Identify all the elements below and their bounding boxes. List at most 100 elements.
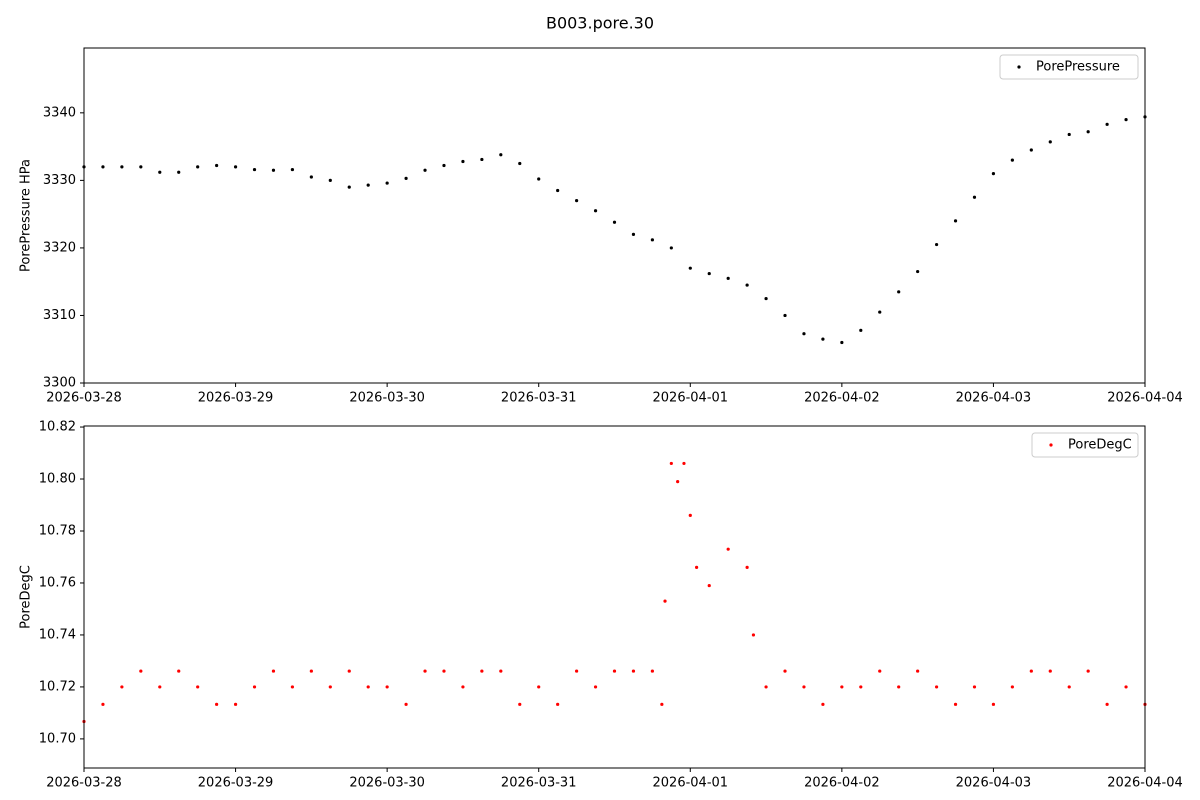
data-point: [953, 219, 958, 223]
data-point: [953, 702, 958, 706]
data-point: [1105, 122, 1109, 126]
data-point: [726, 547, 730, 551]
data-point: [556, 188, 560, 193]
y-tick-label: 3320: [43, 240, 76, 255]
data-point: [120, 165, 124, 169]
data-point: [271, 669, 276, 673]
data-point: [650, 238, 654, 242]
data-point: [783, 313, 787, 318]
data-point: [1048, 140, 1052, 144]
data-point: [366, 685, 370, 689]
x-tick-label: 2026-03-31: [501, 391, 577, 406]
legend-box: [999, 54, 1139, 80]
data-point: [158, 170, 162, 174]
data-point: [177, 170, 181, 174]
data-point: [139, 669, 143, 673]
data-point: [897, 685, 901, 689]
x-tick-label: 2026-04-01: [653, 391, 729, 406]
data-point: [676, 480, 680, 484]
data-point: [745, 283, 749, 287]
figure-title: B003.pore.30: [546, 14, 654, 33]
legend-label: PoreDegC: [1068, 438, 1132, 453]
data-point: [196, 165, 200, 169]
data-point: [934, 685, 939, 689]
data-point: [1124, 117, 1128, 122]
data-point: [802, 332, 806, 336]
data-point: [518, 161, 522, 166]
data-point: [783, 669, 787, 673]
data-point: [878, 310, 882, 314]
data-point: [385, 181, 389, 185]
data-point: [215, 702, 219, 706]
data-point: [764, 685, 768, 689]
data-point: [1029, 148, 1033, 152]
data-point: [328, 178, 332, 182]
legend-label: PorePressure: [1036, 60, 1120, 75]
data-point: [366, 183, 370, 187]
y-axis-label: PorePressure HPa: [19, 159, 34, 272]
y-tick-label: 3340: [43, 105, 76, 120]
data-point: [347, 669, 351, 673]
data-point: [916, 669, 920, 673]
data-point: [663, 599, 667, 603]
data-point: [934, 242, 939, 247]
data-point: [101, 702, 105, 706]
y-tick-label: 10.80: [39, 472, 76, 487]
data-point: [916, 269, 920, 274]
x-tick-label: 2026-04-02: [804, 776, 880, 791]
x-tick-label: 2026-03-29: [198, 391, 274, 406]
data-point: [347, 185, 351, 189]
x-tick-label: 2026-03-30: [349, 391, 425, 406]
y-axis-label: PoreDegC: [19, 565, 34, 629]
data-point: [612, 669, 617, 673]
data-point: [688, 266, 692, 270]
data-point: [897, 290, 901, 294]
plot-frame: [83, 47, 1146, 384]
data-point: [726, 276, 730, 280]
data-point: [1124, 685, 1128, 689]
data-point: [707, 271, 711, 276]
plot-frame: [83, 425, 1146, 769]
data-point: [290, 685, 295, 689]
data-point: [158, 685, 162, 689]
x-tick-label: 2026-04-04: [1107, 391, 1183, 406]
data-point: [196, 685, 200, 689]
data-point: [309, 669, 313, 673]
data-point: [1010, 158, 1014, 162]
data-point: [751, 633, 756, 637]
data-point: [991, 172, 996, 176]
data-point: [764, 296, 768, 301]
data-point: [972, 195, 977, 199]
data-point: [252, 685, 257, 689]
data-point: [821, 337, 825, 341]
data-point: [499, 153, 503, 157]
data-point: [537, 177, 541, 181]
data-point: [707, 583, 711, 588]
data-point: [177, 669, 181, 673]
data-point: [233, 165, 238, 169]
data-point: [669, 461, 673, 466]
y-tick-label: 10.72: [39, 679, 76, 694]
x-tick-label: 2026-04-01: [653, 776, 729, 791]
data-point: [1048, 669, 1052, 673]
data-point: [404, 176, 408, 180]
data-point: [442, 669, 446, 673]
data-point: [878, 669, 882, 673]
data-point: [309, 175, 313, 179]
data-point: [385, 685, 389, 689]
data-point: [461, 685, 465, 689]
data-point: [745, 565, 749, 569]
data-point: [802, 685, 806, 689]
y-tick-label: 3300: [43, 376, 76, 391]
data-point: [660, 702, 664, 706]
data-point: [139, 165, 143, 169]
data-point: [271, 168, 276, 172]
legend-marker: [1017, 65, 1021, 69]
x-tick-label: 2026-03-31: [501, 776, 577, 791]
legend-marker: [1049, 443, 1053, 447]
data-point: [290, 167, 295, 172]
x-tick-label: 2026-04-04: [1107, 776, 1183, 791]
data-point: [404, 702, 408, 706]
